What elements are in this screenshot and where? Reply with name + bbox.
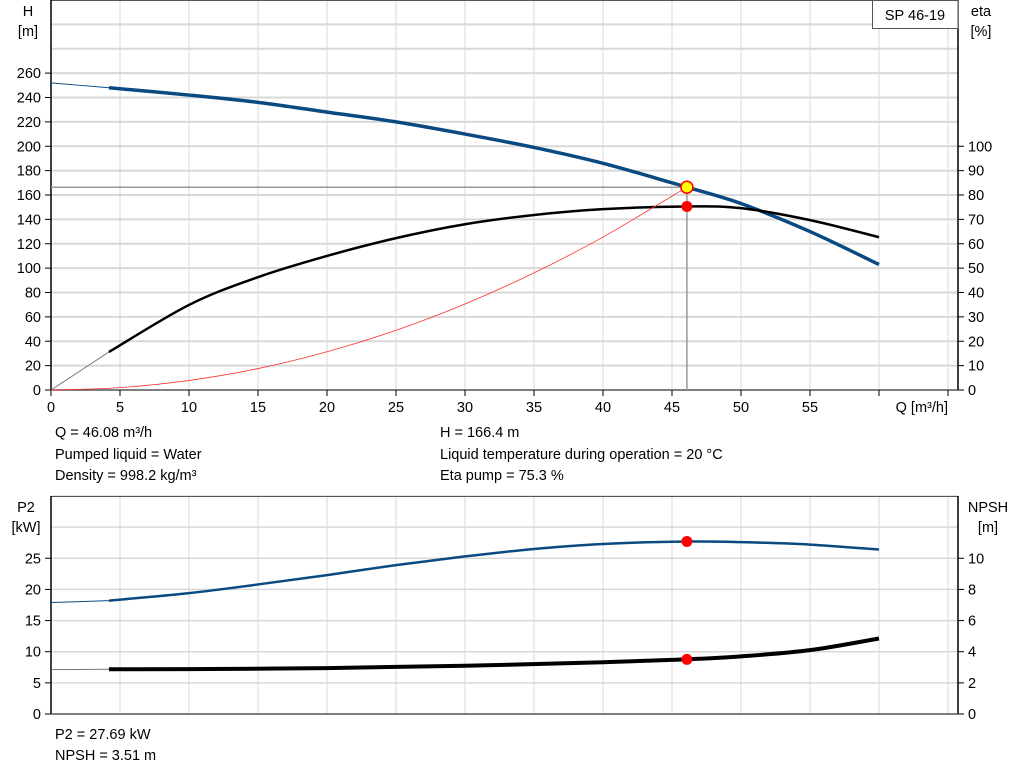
head-x-tick-label: 0 xyxy=(47,400,55,416)
power-y-tick-label: 5 xyxy=(33,676,41,692)
head-x-tick-label: 50 xyxy=(733,400,749,416)
head-y2-tick-label: 60 xyxy=(968,237,984,253)
head-x-tick-label: 25 xyxy=(388,400,404,416)
power-y-tick-label: 15 xyxy=(25,614,41,630)
head-y2-tick-label: 40 xyxy=(968,286,984,302)
head-y-axis-unit: [m] xyxy=(18,24,38,40)
power-y-tick-label: 0 xyxy=(33,707,41,723)
head-y-tick-label: 240 xyxy=(17,91,41,107)
power-y2-tick-label: 4 xyxy=(968,645,976,661)
head-y-tick-label: 80 xyxy=(25,286,41,302)
p2-curve xyxy=(108,540,880,602)
head-y-tick-label: 140 xyxy=(17,212,41,228)
head-y-tick-label: 120 xyxy=(17,237,41,253)
head-y-tick-label: 60 xyxy=(25,310,41,326)
head-y-tick-label: 200 xyxy=(17,139,41,155)
eta-curve xyxy=(108,205,880,354)
head-y2-axis-unit: [%] xyxy=(971,24,992,40)
head-y2-tick-label: 10 xyxy=(968,359,984,375)
head-x-tick-label: 45 xyxy=(664,400,680,416)
info-head: H = 166.4 m xyxy=(440,425,520,441)
head-y2-tick-label: 0 xyxy=(968,383,976,399)
info-eta: Eta pump = 75.3 % xyxy=(440,468,564,484)
head-y-tick-label: 100 xyxy=(17,261,41,277)
head-x-tick-label: 35 xyxy=(526,400,542,416)
head-x-tick-label: 5 xyxy=(116,400,124,416)
head-y-tick-label: 220 xyxy=(17,115,41,131)
head-y2-tick-label: 90 xyxy=(968,164,984,180)
system-curve-line xyxy=(50,186,688,391)
head-y-tick-label: 40 xyxy=(25,334,41,350)
head-y-tick-label: 160 xyxy=(17,188,41,204)
head-y2-tick-label: 50 xyxy=(968,261,984,277)
head-y-axis-label: H xyxy=(23,4,33,20)
power-y-axis-unit: [kW] xyxy=(12,520,41,536)
power-y-axis-label: P2 xyxy=(17,500,35,516)
head-x-tick-label: 30 xyxy=(457,400,473,416)
head-x-tick-label: 15 xyxy=(250,400,266,416)
p2-duty-point xyxy=(681,536,693,548)
head-y-tick-label: 260 xyxy=(17,66,41,82)
pump-model-box xyxy=(872,0,959,29)
power-y2-tick-label: 6 xyxy=(968,614,976,630)
power-y-tick-label: 10 xyxy=(25,645,41,661)
info-flow: Q = 46.08 m³/h xyxy=(55,425,153,441)
info-p2: P2 = 27.69 kW xyxy=(55,727,151,743)
head-y2-tick-label: 80 xyxy=(968,188,984,204)
info-density: Density = 998.2 kg/m³ xyxy=(55,468,197,484)
head-duty-point xyxy=(680,180,694,194)
head-x-tick-label: 10 xyxy=(181,400,197,416)
power-y-tick-label: 25 xyxy=(25,551,41,567)
power-y-tick-label: 20 xyxy=(25,582,41,598)
info-temperature: Liquid temperature during operation = 20… xyxy=(440,447,723,463)
power-y2-axis-label: NPSH xyxy=(968,500,1008,516)
npsh-duty-point xyxy=(681,653,693,665)
head-x-axis-label: Q [m³/h] xyxy=(896,400,948,416)
power-y2-tick-label: 8 xyxy=(968,582,976,598)
eta-curve-extrapolated xyxy=(50,351,110,391)
h-curve xyxy=(108,86,880,267)
p2-curve-extrapolated xyxy=(50,600,109,604)
head-y2-tick-label: 100 xyxy=(968,139,992,155)
power-y2-axis-unit: [m] xyxy=(978,520,998,536)
head-y2-axis-label: eta xyxy=(971,4,992,20)
eta-duty-point xyxy=(681,200,693,212)
power-y2-tick-label: 0 xyxy=(968,707,976,723)
head-y2-tick-label: 70 xyxy=(968,212,984,228)
head-x-tick-label: 55 xyxy=(802,400,818,416)
head-y2-tick-label: 20 xyxy=(968,334,984,350)
power-y2-tick-label: 10 xyxy=(968,551,984,567)
head-y-tick-label: 0 xyxy=(33,383,41,399)
npsh-curve xyxy=(108,636,880,672)
head-x-tick-label: 40 xyxy=(595,400,611,416)
head-y-tick-label: 180 xyxy=(17,164,41,180)
info-liquid: Pumped liquid = Water xyxy=(55,447,202,463)
info-npsh: NPSH = 3.51 m xyxy=(55,748,157,764)
head-y-tick-label: 20 xyxy=(25,359,41,375)
pump-model-title: SP 46-19 xyxy=(885,8,945,24)
power-y2-tick-label: 2 xyxy=(968,676,976,692)
head-x-tick-label: 20 xyxy=(319,400,335,416)
h-curve-extrapolated xyxy=(50,82,110,89)
head-y2-tick-label: 30 xyxy=(968,310,984,326)
